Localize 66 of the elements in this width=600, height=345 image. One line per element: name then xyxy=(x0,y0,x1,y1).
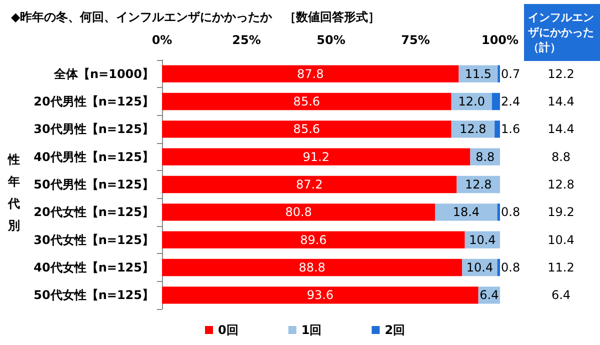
bar xyxy=(162,92,452,110)
legend-label: 0回 xyxy=(218,323,238,337)
text: インフルエンザにかかった（計） xyxy=(528,11,594,54)
data-label: 85.6 xyxy=(293,122,320,136)
text: 12.8 xyxy=(548,178,574,192)
bar xyxy=(162,148,470,166)
x-tick-label: 50% xyxy=(316,33,346,47)
data-label: 10.4 xyxy=(469,232,496,247)
x-tick-label: 0% xyxy=(152,33,172,47)
bar xyxy=(162,231,465,248)
data-label: 2.4 xyxy=(501,94,520,108)
data-label: 80.8 xyxy=(285,205,312,220)
text: 12.2 xyxy=(548,66,574,81)
text: 性年代別 xyxy=(7,152,20,232)
y-tick-label: 50代男性【n=125】 xyxy=(34,178,154,192)
bar xyxy=(497,258,500,276)
data-label: 11.5 xyxy=(464,66,492,81)
data-label: 85.6 xyxy=(293,94,320,108)
data-label: 1.6 xyxy=(501,122,520,136)
data-label: 91.2 xyxy=(302,150,330,164)
bar xyxy=(162,204,436,221)
data-label: 87.2 xyxy=(296,178,323,192)
data-label: 87.8 xyxy=(297,66,324,81)
bar xyxy=(162,120,452,138)
data-label: 12.8 xyxy=(465,178,492,192)
y-tick-label: 20代男性【n=125】 xyxy=(34,94,154,108)
y-tick-label: 50代女性【n=125】 xyxy=(34,288,154,302)
legend-label: 2回 xyxy=(384,323,406,337)
bar xyxy=(162,65,459,82)
data-label: 0.8 xyxy=(501,205,520,220)
bar xyxy=(162,286,478,304)
x-tick-label: 75% xyxy=(401,33,430,47)
y-tick-label: 20代女性【n=125】 xyxy=(34,205,154,220)
text: 8.8 xyxy=(551,150,571,164)
y-tick-label: 30代男性【n=125】 xyxy=(34,122,154,136)
text: 14.4 xyxy=(548,94,574,108)
data-label: 93.6 xyxy=(306,288,334,302)
text: 10.4 xyxy=(548,232,574,247)
data-label: 0.8 xyxy=(501,260,520,274)
text: 14.4 xyxy=(548,122,574,136)
x-tick-label: 100% xyxy=(481,33,519,47)
data-label: 8.8 xyxy=(476,150,495,164)
text: 19.2 xyxy=(548,205,574,220)
bar xyxy=(492,92,500,110)
bar xyxy=(162,176,457,194)
data-label: 10.4 xyxy=(466,260,494,274)
chart-title: ◆昨年の冬、何回、インフルエンザにかかったか ［数値回答形式］ xyxy=(11,10,380,24)
data-label: 6.4 xyxy=(480,288,499,302)
bar xyxy=(435,204,498,221)
y-tick-label: 40代男性【n=125】 xyxy=(34,150,154,164)
data-label: 0.7 xyxy=(501,66,520,81)
y-tick-label: 全体【n=1000】 xyxy=(53,66,154,81)
data-label: 89.6 xyxy=(300,232,327,247)
legend-label: 1回 xyxy=(301,323,322,337)
bar xyxy=(494,120,500,138)
data-label: 12.8 xyxy=(460,122,486,136)
bar xyxy=(162,258,462,276)
y-tick-label: 30代女性【n=125】 xyxy=(34,232,154,247)
y-tick-label: 40代女性【n=125】 xyxy=(34,260,154,274)
data-label: 88.8 xyxy=(298,260,326,274)
x-tick-label: 25% xyxy=(232,33,261,47)
text: 6.4 xyxy=(551,288,571,302)
data-label: 12.0 xyxy=(458,94,485,108)
data-label: 18.4 xyxy=(452,205,480,220)
text: 11.2 xyxy=(548,260,574,274)
bar xyxy=(497,204,500,221)
